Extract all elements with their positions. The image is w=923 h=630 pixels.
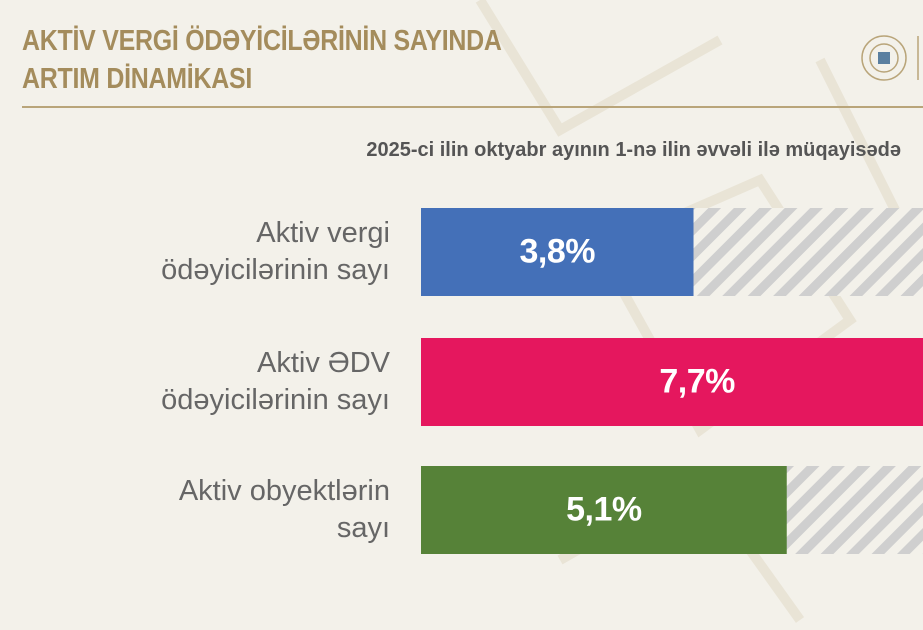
value-label: 5,1% [566,490,642,529]
bar [421,466,787,554]
category-label: Aktiv obyektlərin sayı [178,475,390,544]
logo [861,35,919,81]
bar [421,338,923,426]
subtitle: 2025-ci ilin oktyabr ayının 1-nə ilin əv… [366,139,901,161]
bar [421,208,694,296]
title: AKTİV VERGİ ÖDƏYİCİLƏRİNİN SAYINDA ARTIM… [22,25,502,95]
category-label: Aktiv ƏDV ödəyicilərinin sayı [161,347,390,416]
value-label: 3,8% [519,232,596,271]
category-label: Aktiv vergi ödəyicilərinin sayı [161,217,390,286]
value-label: 7,7% [659,362,735,401]
